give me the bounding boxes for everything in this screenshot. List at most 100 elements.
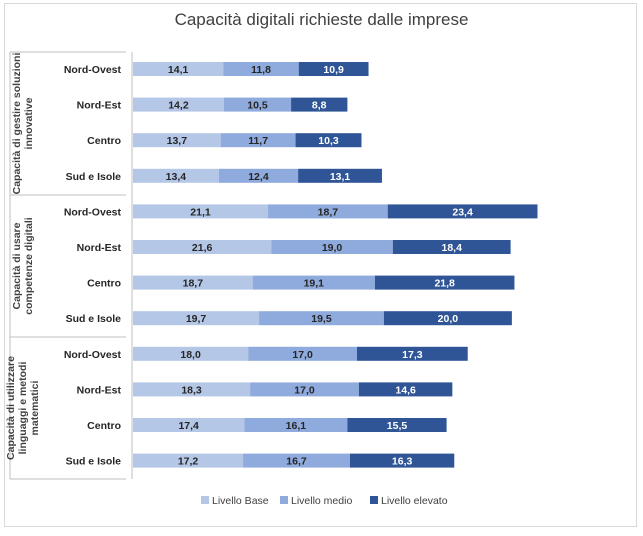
group-label: innovative — [23, 97, 35, 149]
bar-segment — [298, 62, 369, 76]
bar-segment — [250, 382, 359, 397]
data-label: 14,1 — [168, 64, 189, 76]
bar-segment — [268, 204, 388, 219]
data-label: 13,4 — [166, 171, 187, 183]
category-label: Sud e Isole — [66, 313, 122, 325]
data-label: 17,2 — [178, 456, 199, 468]
bar-segment — [271, 240, 393, 254]
group-label: matematici — [29, 380, 41, 435]
bar-segment — [248, 346, 357, 361]
data-label: 17,0 — [292, 349, 313, 361]
group-label: linguaggi e metodi — [17, 362, 29, 455]
legend-swatch — [280, 496, 288, 504]
data-label: 11,8 — [251, 64, 271, 76]
category-label: Nord-Ovest — [64, 206, 122, 218]
bar-segment — [358, 382, 453, 397]
category-label: Nord-Est — [77, 242, 122, 254]
data-label: 21,6 — [192, 242, 213, 254]
bar-segment — [387, 204, 538, 219]
category-label: Nord-Est — [77, 384, 122, 396]
data-label: 17,0 — [294, 384, 315, 396]
data-label: 21,1 — [190, 206, 211, 218]
legend-label: Livello elevato — [381, 495, 448, 507]
data-label: 18,7 — [318, 206, 339, 218]
chart-frame — [4, 3, 637, 527]
bar-segment — [383, 311, 512, 326]
data-label: 13,1 — [330, 171, 351, 183]
bar-segment — [133, 240, 272, 254]
bar-segment — [133, 62, 224, 76]
bar-segment — [133, 418, 245, 432]
bar-segment — [347, 418, 447, 432]
bar-segment — [133, 204, 269, 219]
category-label: Centro — [87, 278, 121, 290]
bar-segment — [259, 311, 384, 326]
bar-segment — [133, 311, 260, 326]
data-label: 16,3 — [392, 456, 413, 468]
data-label: 17,4 — [178, 420, 199, 432]
legend-swatch — [201, 496, 209, 504]
bar-segment — [243, 453, 350, 468]
bar-segment — [295, 133, 362, 148]
data-label: 19,5 — [311, 313, 332, 325]
data-label: 13,7 — [167, 135, 188, 147]
bar-segment — [133, 168, 219, 183]
bar-segment — [133, 275, 253, 290]
bar-segment — [133, 133, 221, 148]
category-label: Sud e Isole — [66, 171, 122, 183]
data-label: 8,8 — [312, 100, 327, 112]
bar-segment — [223, 97, 292, 112]
data-label: 23,4 — [452, 206, 473, 218]
category-label: Nord-Est — [77, 100, 122, 112]
data-label: 14,2 — [168, 100, 189, 112]
bar-segment — [298, 168, 382, 183]
group-label: Capacità di usare — [11, 222, 23, 309]
bar-segment — [133, 97, 224, 112]
data-label: 18,3 — [181, 384, 202, 396]
bar-segment — [133, 453, 244, 468]
data-label: 10,5 — [247, 100, 268, 112]
data-label: 19,0 — [322, 242, 343, 254]
bar-segment — [223, 62, 299, 76]
category-label: Nord-Ovest — [64, 349, 122, 361]
bar-segment — [349, 453, 455, 468]
data-label: 18,4 — [442, 242, 463, 254]
legend-swatch — [370, 496, 378, 504]
bar-segment — [220, 133, 296, 148]
group-label: Capacità di gestire soluzioni — [11, 53, 23, 195]
data-label: 17,3 — [402, 349, 423, 361]
legend-label: Livello Base — [212, 495, 269, 507]
bar-segment — [133, 346, 249, 361]
data-label: 19,1 — [304, 278, 325, 290]
data-label: 16,7 — [286, 456, 307, 468]
group-label: competenze digitali — [23, 217, 35, 315]
data-label: 19,7 — [186, 313, 207, 325]
bar-segment — [218, 168, 299, 183]
category-label: Nord-Ovest — [64, 64, 122, 76]
data-label: 10,9 — [323, 64, 344, 76]
bar-segment — [244, 418, 348, 432]
data-label: 18,0 — [180, 349, 201, 361]
category-label: Centro — [87, 135, 121, 147]
data-label: 10,3 — [318, 135, 339, 147]
category-label: Centro — [87, 420, 121, 432]
data-label: 12,4 — [248, 171, 269, 183]
chart-title: Capacità digitali richieste dalle impres… — [174, 10, 469, 29]
data-label: 20,0 — [438, 313, 459, 325]
data-label: 21,8 — [434, 278, 455, 290]
bar-segment — [133, 382, 251, 397]
data-label: 14,6 — [395, 384, 416, 396]
data-label: 16,1 — [286, 420, 307, 432]
legend-label: Livello medio — [291, 495, 352, 507]
bar-segment — [392, 240, 511, 254]
bar-segment — [357, 346, 468, 361]
bar-segment — [291, 97, 348, 112]
data-label: 15,5 — [387, 420, 408, 432]
data-label: 11,7 — [248, 135, 268, 147]
bar-segment — [252, 275, 375, 290]
bar-segment — [374, 275, 515, 290]
group-label: Capacità di utilizzare — [5, 356, 17, 460]
category-label: Sud e Isole — [66, 456, 122, 468]
data-label: 18,7 — [183, 278, 204, 290]
